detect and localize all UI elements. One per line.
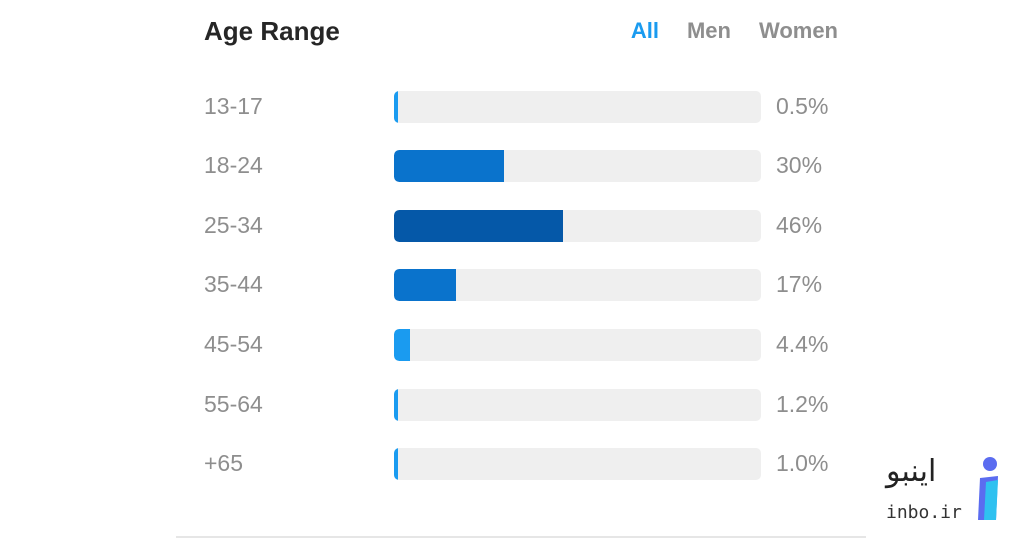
progress-track [394, 329, 761, 361]
age-label: 25-34 [204, 212, 263, 238]
progress-track [394, 448, 761, 480]
percentage-value: 46% [776, 212, 823, 238]
age-label: 35-44 [204, 271, 263, 297]
age-row-18-24: 18-24 30% [176, 148, 866, 184]
age-row-13-17: 13-17 0.5% [176, 89, 866, 125]
progress-fill [394, 329, 410, 361]
watermark-domain-text: inbo.ir [886, 502, 962, 523]
age-row-55-64: 55-64 1.2% [176, 387, 866, 423]
age-label: 55-64 [204, 391, 263, 417]
progress-track [394, 150, 761, 182]
progress-track [394, 91, 761, 123]
age-label: 45-54 [204, 331, 263, 357]
inbo-watermark: اینبو inbo.ir [880, 450, 1020, 530]
percentage-value: 4.4% [776, 331, 829, 357]
inbo-logo-icon [978, 457, 998, 520]
age-row-65-plus: +65 1.0% [176, 446, 866, 482]
progress-track [394, 210, 761, 242]
age-row-45-54: 45-54 4.4% [176, 327, 866, 363]
progress-fill [394, 150, 504, 182]
watermark-persian-text: اینبو [886, 454, 937, 489]
percentage-value: 30% [776, 152, 823, 178]
percentage-value: 1.0% [776, 450, 829, 476]
progress-track [394, 389, 761, 421]
age-label: 18-24 [204, 152, 263, 178]
progress-fill [394, 389, 398, 421]
age-range-card: Age Range All Men Women 13-17 0.5% 18-24… [176, 0, 866, 538]
progress-fill [394, 448, 398, 480]
tab-all[interactable]: All [630, 18, 659, 43]
page-title: Age Range [204, 16, 340, 46]
progress-fill [394, 210, 563, 242]
age-row-25-34: 25-34 46% [176, 208, 866, 244]
tab-women[interactable]: Women [758, 18, 838, 43]
progress-fill [394, 269, 456, 301]
percentage-value: 17% [776, 271, 823, 297]
tab-men[interactable]: Men [686, 18, 731, 43]
age-label: +65 [204, 450, 244, 476]
progress-track [394, 269, 761, 301]
gender-tabs: All Men Women [631, 18, 838, 44]
percentage-value: 1.2% [776, 391, 829, 417]
progress-fill [394, 91, 398, 123]
age-row-35-44: 35-44 17% [176, 267, 866, 303]
age-label: 13-17 [204, 93, 263, 119]
percentage-value: 0.5% [776, 93, 829, 119]
